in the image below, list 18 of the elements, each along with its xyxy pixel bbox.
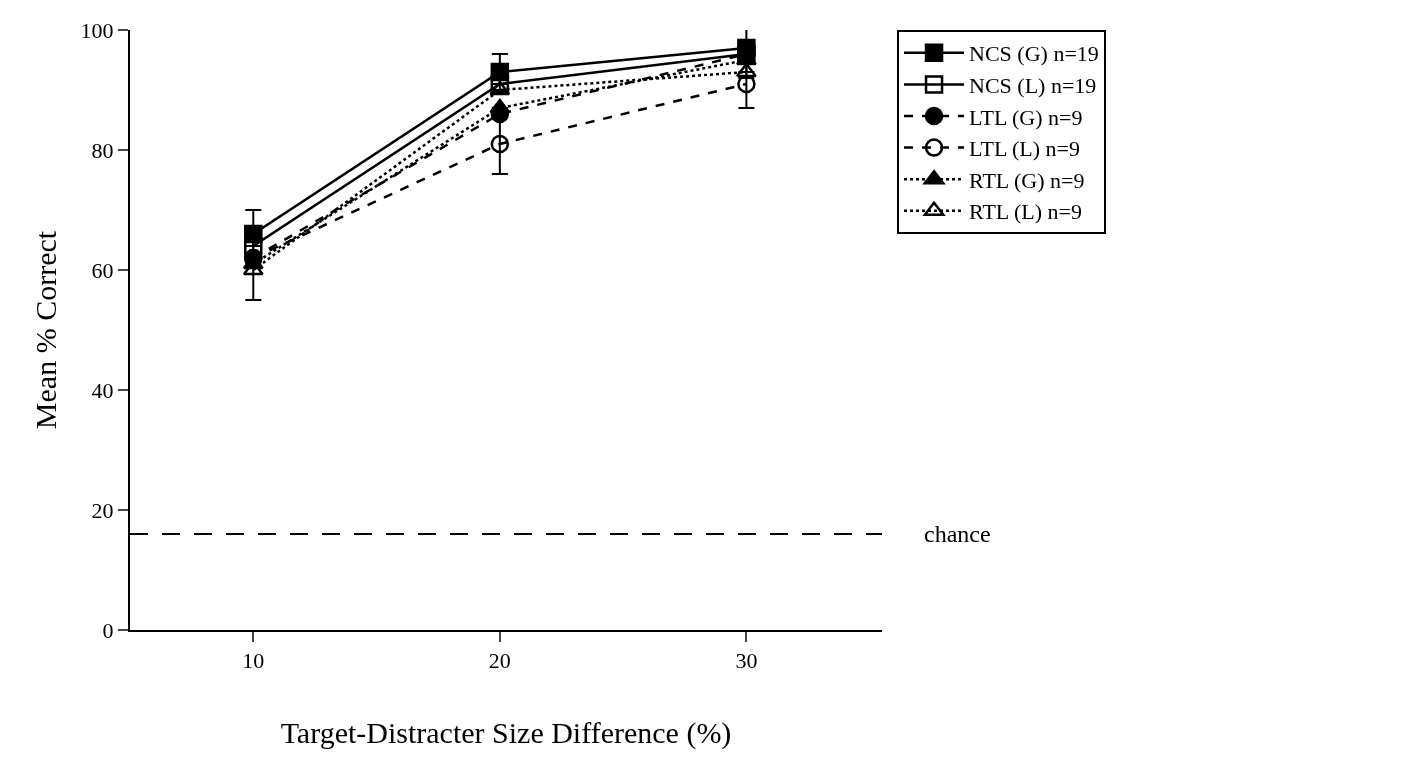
y-tick-label: 20 xyxy=(91,497,114,523)
y-tick-label: 60 xyxy=(91,257,114,283)
y-tick-label: 100 xyxy=(80,17,114,43)
legend-label: LTL (L) n=9 xyxy=(969,136,1081,162)
y-tick-label: 80 xyxy=(91,137,114,163)
y-tick-label: 40 xyxy=(91,377,114,403)
legend-label: RTL (G) n=9 xyxy=(969,167,1085,193)
x-tick-label: 20 xyxy=(488,648,511,674)
legend-label: NCS (L) n=19 xyxy=(969,72,1097,98)
y-tick-label: 0 xyxy=(102,617,114,643)
legend-label: LTL (G) n=9 xyxy=(969,104,1083,130)
ref-line-label: chance xyxy=(924,521,991,547)
x-tick-label: 30 xyxy=(735,648,758,674)
x-axis-title: Target-Distracter Size Difference (%) xyxy=(280,716,732,751)
x-tick-label: 10 xyxy=(242,648,265,674)
y-axis-title: Mean % Correct xyxy=(29,230,63,430)
legend-label: NCS (G) n=19 xyxy=(969,41,1099,67)
legend-label: RTL (L) n=9 xyxy=(969,199,1082,225)
